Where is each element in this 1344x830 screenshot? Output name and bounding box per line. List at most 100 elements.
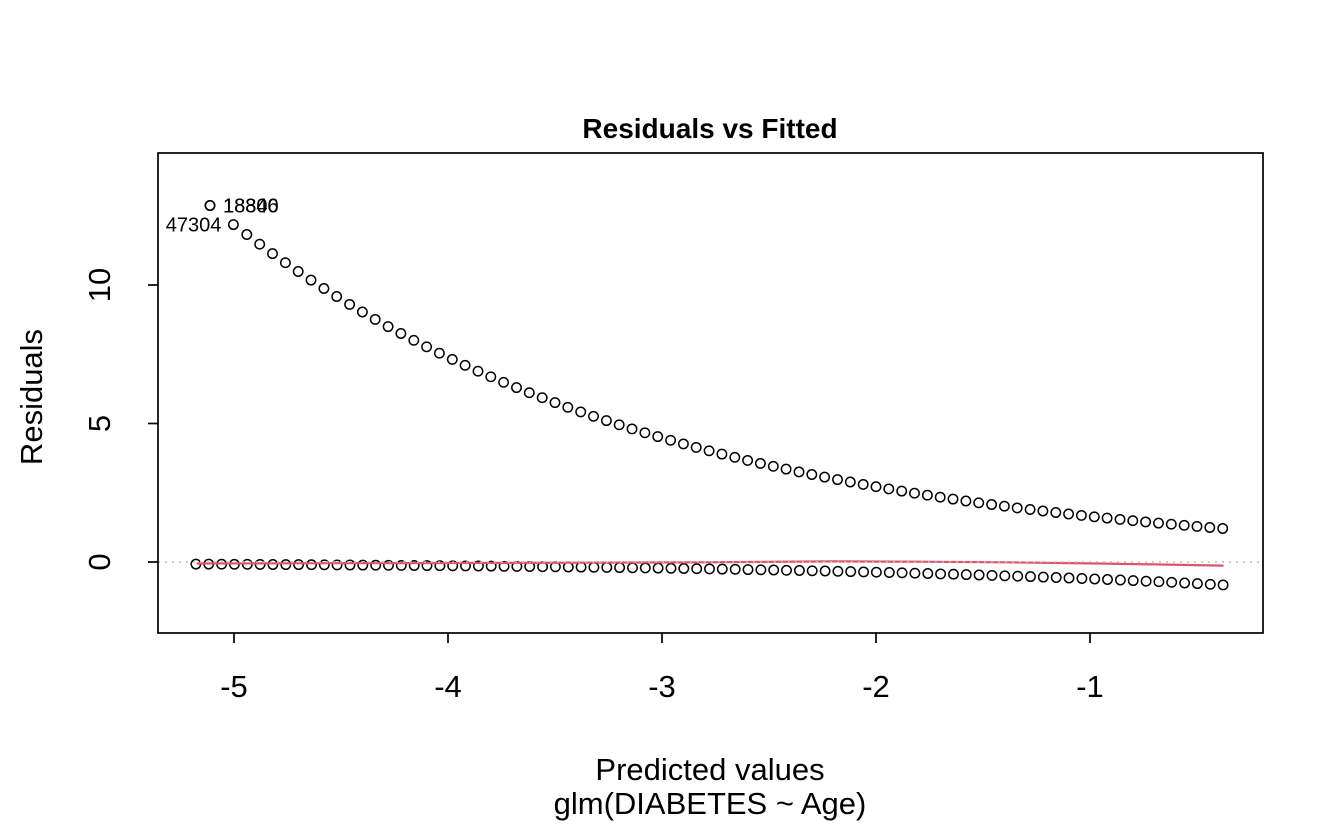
data-point-marker	[652, 431, 664, 443]
data-point-marker	[601, 561, 613, 573]
data-point-marker	[267, 248, 278, 260]
data-point-marker	[1011, 502, 1023, 514]
data-point-marker	[383, 559, 394, 571]
data-point-marker	[1127, 575, 1139, 587]
data-point-marker	[614, 562, 626, 574]
data-point-marker	[819, 471, 831, 483]
data-point-marker	[729, 563, 741, 575]
data-point-marker	[703, 445, 715, 457]
data-point-marker	[485, 560, 497, 572]
data-point-marker	[280, 559, 292, 571]
data-point-marker	[331, 559, 343, 571]
data-point-marker	[344, 559, 356, 571]
data-point-marker	[1063, 508, 1075, 520]
outlier-point-label: 18306	[223, 196, 279, 218]
data-point-marker	[909, 567, 921, 579]
data-point-marker	[1179, 577, 1191, 589]
data-point-marker	[1025, 571, 1036, 583]
data-point-marker	[845, 566, 857, 578]
data-point-marker	[460, 560, 471, 572]
data-point-marker	[857, 478, 869, 490]
x-axis-subtitle: glm(DIABETES ~ Age)	[554, 786, 867, 821]
data-point-marker	[395, 559, 407, 571]
data-point-marker	[652, 562, 664, 574]
data-point-marker	[588, 561, 600, 573]
data-point-marker	[844, 476, 856, 488]
data-point-marker	[459, 359, 471, 371]
data-point-marker	[755, 564, 767, 576]
data-point-marker	[677, 438, 689, 450]
data-point-marker	[344, 298, 356, 310]
data-point-marker	[896, 567, 908, 579]
data-point-marker	[1050, 507, 1062, 518]
data-point-marker	[1178, 519, 1190, 531]
data-point-marker	[1204, 522, 1216, 533]
data-point-marker	[306, 559, 317, 571]
data-point-marker	[768, 564, 780, 576]
data-point-marker	[742, 454, 754, 466]
x-tick-label: -2	[862, 669, 890, 704]
data-point-marker	[241, 229, 253, 240]
data-point-marker	[433, 347, 445, 359]
data-point-marker	[639, 562, 651, 574]
data-point-marker	[1012, 570, 1024, 582]
data-point-marker	[1217, 523, 1229, 534]
data-point-marker	[1114, 574, 1126, 586]
data-point-marker	[986, 499, 998, 510]
data-point-marker	[408, 334, 420, 346]
data-point-marker	[536, 392, 548, 404]
data-point-marker	[716, 563, 728, 575]
data-point-marker	[498, 560, 510, 572]
data-point-marker	[1101, 512, 1113, 524]
data-point-marker	[1153, 576, 1165, 588]
data-point-marker	[1191, 520, 1203, 532]
data-point-marker	[704, 563, 715, 575]
data-point-marker	[472, 560, 484, 572]
data-point-marker	[883, 483, 895, 495]
data-point-marker	[691, 563, 703, 575]
data-point-marker	[870, 481, 882, 493]
data-point-marker	[742, 564, 754, 576]
data-point-marker	[998, 500, 1010, 512]
data-point-marker	[1089, 573, 1101, 585]
data-point-marker	[858, 566, 870, 578]
data-point-marker	[254, 238, 266, 250]
data-point-marker	[1153, 517, 1164, 529]
data-point-marker	[922, 568, 934, 579]
data-point-marker	[819, 565, 831, 577]
data-point-marker	[1102, 574, 1113, 585]
x-tick-label: -5	[220, 669, 248, 704]
data-point-marker	[421, 560, 433, 572]
data-point-marker	[408, 560, 420, 571]
outlier-point-marker	[204, 200, 216, 211]
data-point-marker	[1191, 578, 1203, 590]
data-point-marker	[832, 474, 843, 486]
data-point-marker	[999, 570, 1011, 582]
data-point-marker	[472, 365, 484, 377]
data-point-marker	[960, 569, 972, 581]
data-point-marker	[1166, 576, 1178, 588]
data-point-marker	[1076, 573, 1088, 584]
data-point-marker	[934, 491, 946, 503]
data-point-marker	[588, 410, 599, 422]
data-point-marker	[370, 559, 382, 571]
data-point-marker	[292, 266, 304, 277]
data-point-marker	[1075, 509, 1087, 521]
data-point-marker	[832, 565, 844, 577]
data-point-marker	[921, 489, 933, 501]
x-tick-label: -1	[1076, 669, 1104, 704]
data-point-marker	[1204, 578, 1216, 590]
data-point-marker	[716, 448, 728, 460]
data-point-marker	[754, 457, 766, 469]
data-point-marker	[665, 434, 677, 446]
smoother-line	[196, 560, 1224, 567]
data-point-marker	[575, 561, 587, 573]
outlier-point-label: 47304	[166, 215, 222, 237]
y-axis-title: Residuals	[14, 329, 49, 465]
data-point-marker	[305, 274, 317, 286]
data-point-marker	[1037, 571, 1049, 583]
data-point-marker	[1024, 504, 1036, 515]
data-point-marker	[909, 487, 920, 499]
data-point-marker	[1140, 575, 1152, 587]
data-point-marker	[498, 376, 510, 388]
